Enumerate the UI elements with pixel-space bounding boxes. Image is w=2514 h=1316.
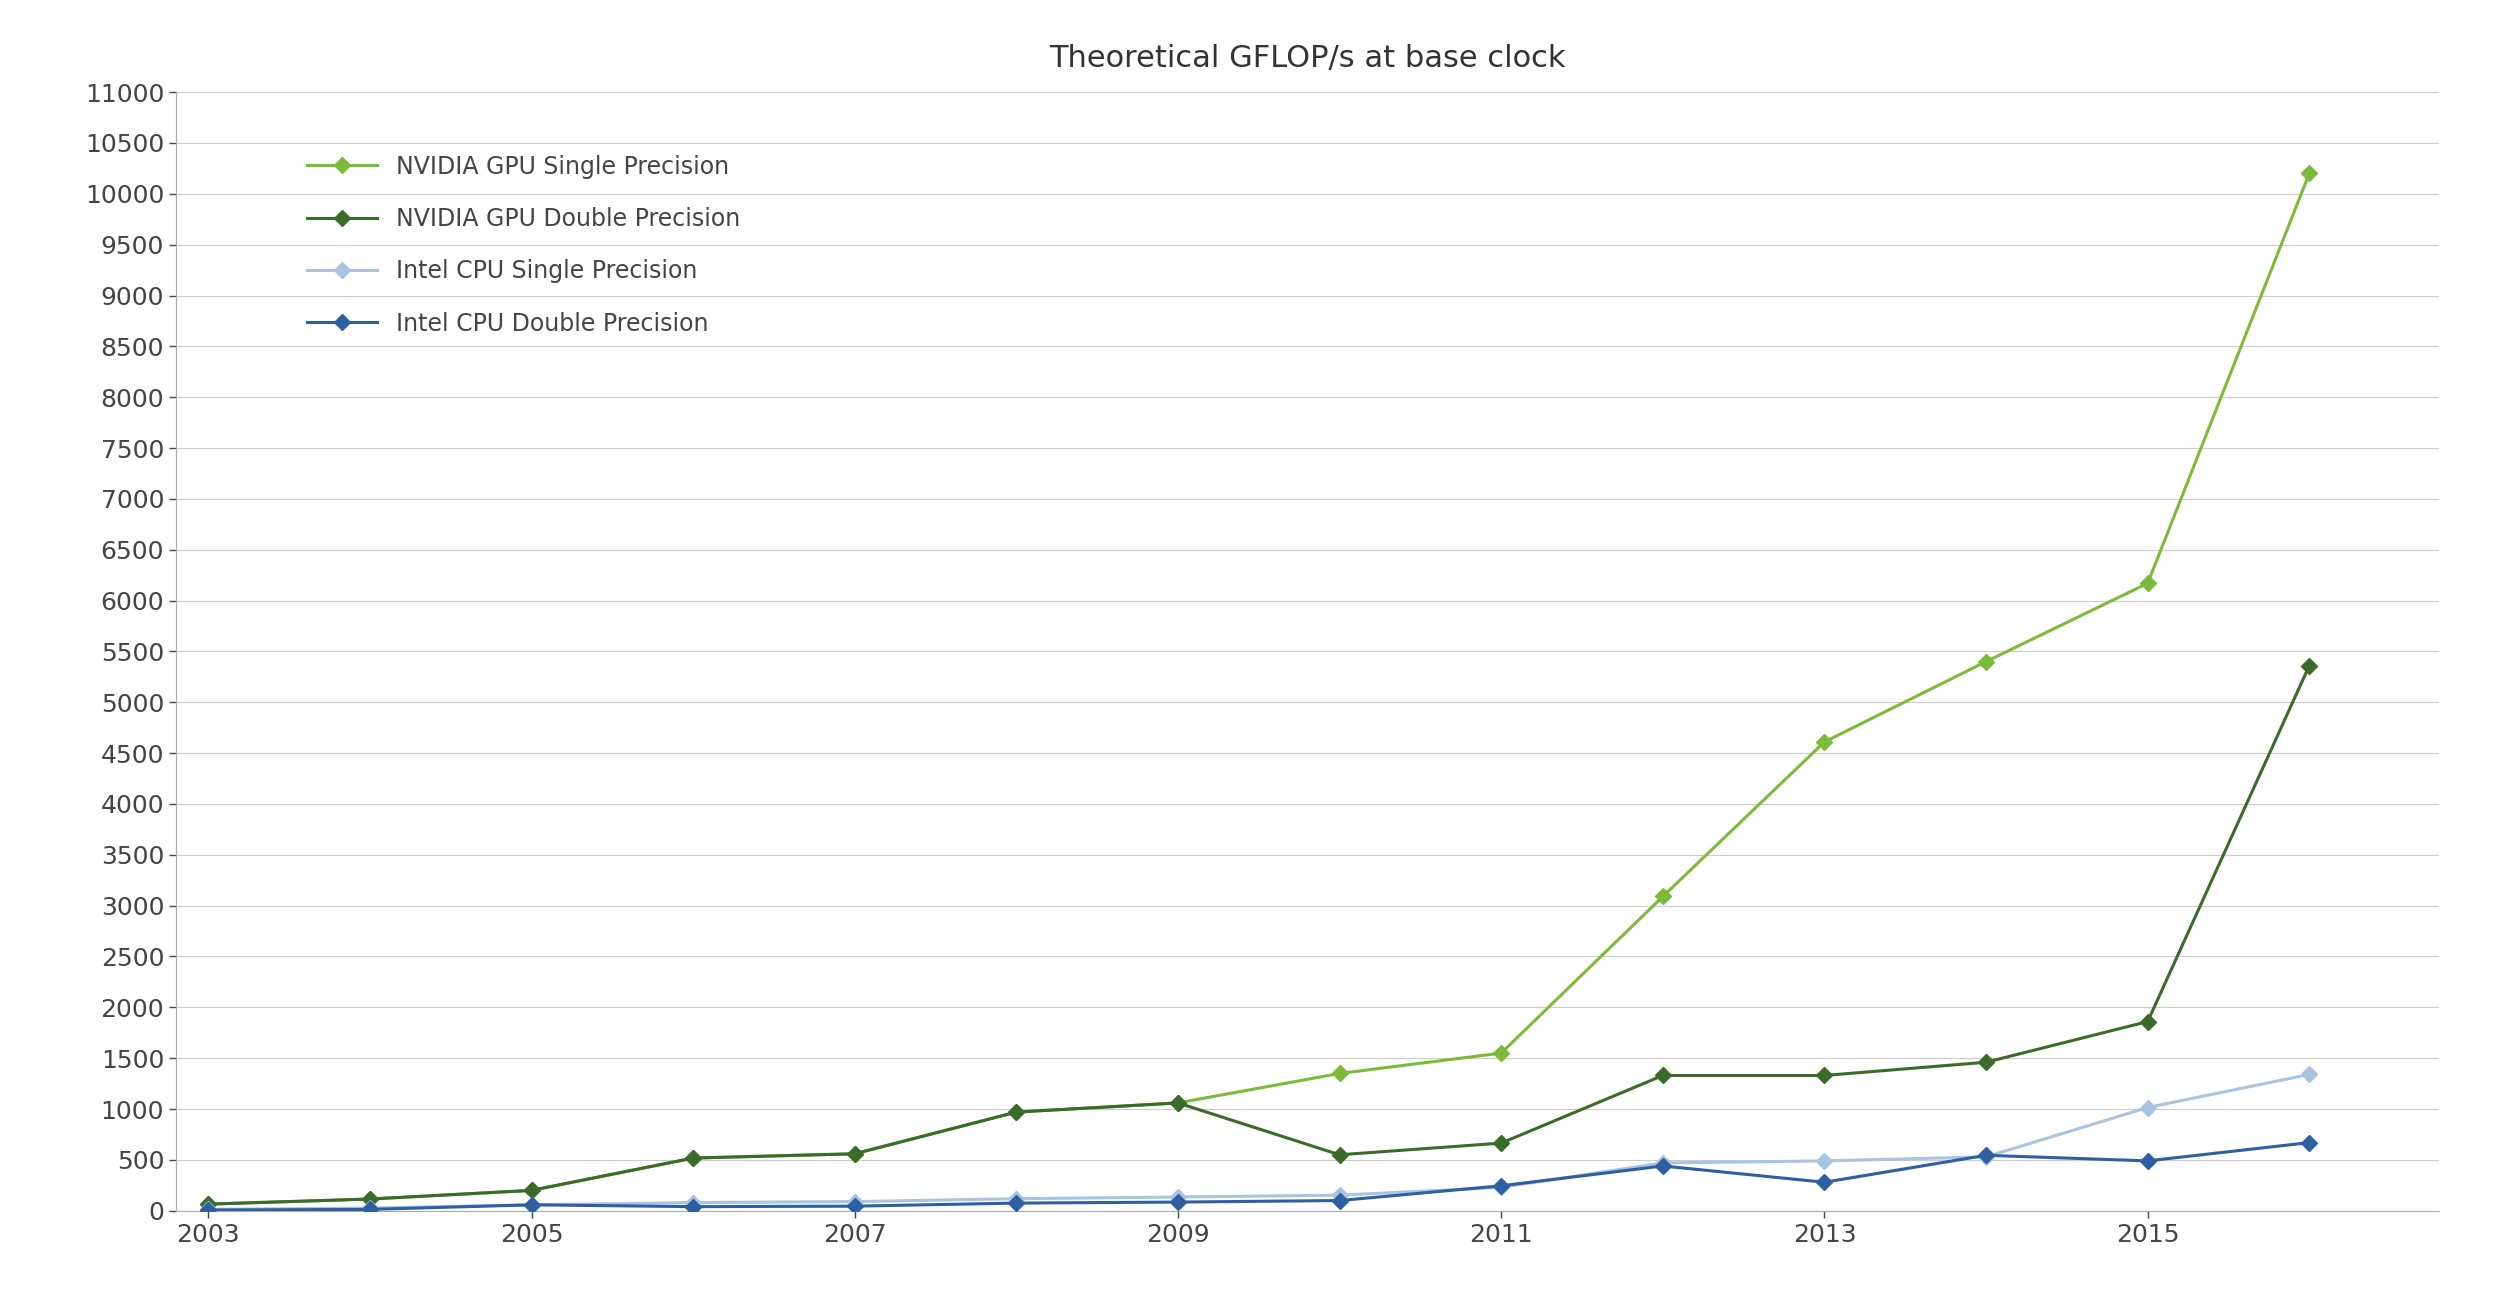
NVIDIA GPU Double Precision bbox=[354, 1191, 385, 1207]
Line: Intel CPU Double Precision: Intel CPU Double Precision bbox=[204, 1137, 2315, 1216]
NVIDIA GPU Single Precision bbox=[1164, 1095, 1194, 1111]
Intel CPU Single Precision bbox=[1164, 1190, 1194, 1205]
NVIDIA GPU Single Precision bbox=[1810, 734, 1840, 750]
NVIDIA GPU Double Precision bbox=[1486, 1136, 1516, 1152]
Intel CPU Single Precision bbox=[1486, 1179, 1516, 1195]
NVIDIA GPU Single Precision bbox=[679, 1150, 709, 1166]
Intel CPU Single Precision bbox=[679, 1195, 709, 1211]
Intel CPU Double Precision bbox=[2132, 1153, 2162, 1169]
Intel CPU Single Precision bbox=[2132, 1100, 2162, 1116]
NVIDIA GPU Double Precision bbox=[2295, 658, 2325, 674]
NVIDIA GPU Single Precision bbox=[2295, 166, 2325, 182]
NVIDIA GPU Single Precision bbox=[2132, 575, 2162, 591]
NVIDIA GPU Single Precision bbox=[1647, 888, 1677, 904]
Legend: NVIDIA GPU Single Precision, NVIDIA GPU Double Precision, Intel CPU Single Preci: NVIDIA GPU Single Precision, NVIDIA GPU … bbox=[279, 126, 769, 365]
Intel CPU Double Precision bbox=[1164, 1194, 1194, 1209]
Intel CPU Double Precision bbox=[194, 1202, 224, 1217]
Intel CPU Single Precision bbox=[515, 1198, 546, 1213]
Intel CPU Double Precision bbox=[1325, 1192, 1355, 1208]
Intel CPU Double Precision bbox=[840, 1199, 870, 1215]
NVIDIA GPU Double Precision bbox=[679, 1150, 709, 1166]
NVIDIA GPU Double Precision bbox=[1647, 1067, 1677, 1083]
Intel CPU Double Precision bbox=[1810, 1174, 1840, 1190]
Intel CPU Double Precision bbox=[2295, 1134, 2325, 1150]
Intel CPU Single Precision bbox=[840, 1194, 870, 1209]
Line: NVIDIA GPU Double Precision: NVIDIA GPU Double Precision bbox=[204, 661, 2315, 1209]
Intel CPU Double Precision bbox=[515, 1198, 546, 1213]
Intel CPU Double Precision bbox=[1971, 1148, 2001, 1163]
NVIDIA GPU Single Precision bbox=[194, 1196, 224, 1212]
Intel CPU Double Precision bbox=[679, 1199, 709, 1215]
NVIDIA GPU Single Precision bbox=[515, 1183, 546, 1199]
Intel CPU Single Precision bbox=[194, 1202, 224, 1217]
NVIDIA GPU Single Precision bbox=[1001, 1104, 1031, 1120]
Title: Theoretical GFLOP/s at base clock: Theoretical GFLOP/s at base clock bbox=[1048, 45, 1566, 74]
NVIDIA GPU Single Precision bbox=[840, 1146, 870, 1162]
NVIDIA GPU Double Precision bbox=[1325, 1148, 1355, 1163]
Intel CPU Single Precision bbox=[1647, 1155, 1677, 1171]
Intel CPU Double Precision bbox=[1001, 1195, 1031, 1211]
Intel CPU Single Precision bbox=[1810, 1153, 1840, 1169]
NVIDIA GPU Double Precision bbox=[194, 1196, 224, 1212]
Intel CPU Double Precision bbox=[1486, 1178, 1516, 1194]
NVIDIA GPU Double Precision bbox=[1810, 1067, 1840, 1083]
NVIDIA GPU Double Precision bbox=[1971, 1054, 2001, 1070]
Intel CPU Single Precision bbox=[2295, 1066, 2325, 1082]
Intel CPU Single Precision bbox=[1325, 1187, 1355, 1203]
NVIDIA GPU Double Precision bbox=[840, 1146, 870, 1162]
Line: Intel CPU Single Precision: Intel CPU Single Precision bbox=[204, 1069, 2315, 1215]
NVIDIA GPU Double Precision bbox=[1164, 1095, 1194, 1111]
Line: NVIDIA GPU Single Precision: NVIDIA GPU Single Precision bbox=[204, 168, 2315, 1209]
Intel CPU Single Precision bbox=[1971, 1149, 2001, 1165]
NVIDIA GPU Single Precision bbox=[1325, 1066, 1355, 1082]
NVIDIA GPU Single Precision bbox=[1486, 1045, 1516, 1061]
Intel CPU Single Precision bbox=[354, 1200, 385, 1216]
NVIDIA GPU Double Precision bbox=[2132, 1013, 2162, 1029]
NVIDIA GPU Single Precision bbox=[354, 1191, 385, 1207]
Intel CPU Double Precision bbox=[1647, 1158, 1677, 1174]
NVIDIA GPU Single Precision bbox=[1971, 654, 2001, 670]
NVIDIA GPU Double Precision bbox=[1001, 1104, 1031, 1120]
NVIDIA GPU Double Precision bbox=[515, 1183, 546, 1199]
Intel CPU Single Precision bbox=[1001, 1191, 1031, 1207]
Intel CPU Double Precision bbox=[354, 1202, 385, 1217]
